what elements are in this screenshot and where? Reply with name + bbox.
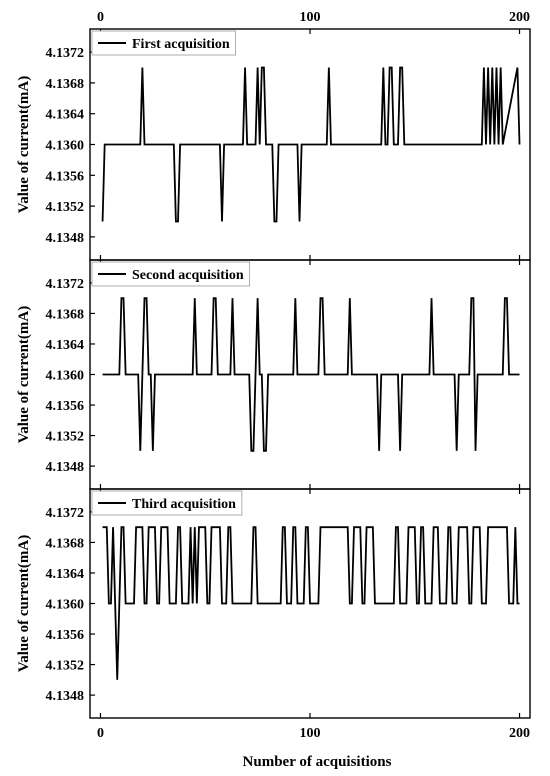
series-line	[102, 297, 520, 452]
legend: Second acquisition	[91, 261, 251, 287]
y-tick-label: 4.1348	[46, 689, 85, 704]
legend-label: Second acquisition	[132, 268, 244, 283]
y-tick-label: 4.1372	[46, 277, 85, 292]
series-line	[102, 526, 520, 680]
panel-2: 4.1348 4.1352 4.1356 4.1360 4.1364 4.1368 4.13…	[16, 259, 531, 490]
y-tick-label: 4.1360	[46, 598, 85, 613]
y-tick-label: 4.1352	[46, 200, 85, 215]
panels-layer: 4.1348 4.1352 4.1356 4.1360 4.1364 4.1368 4.13…	[16, 28, 531, 719]
y-tick-label: 4.1360	[46, 369, 85, 384]
y-tick-label: 4.1368	[46, 307, 85, 322]
top-x-tick-label: 0	[97, 10, 104, 25]
bottom-x-axis-ticks: 0 100 200	[97, 726, 530, 741]
y-tick-label: 4.1372	[46, 506, 85, 521]
series-line	[101, 66, 521, 223]
y-tick-label: 4.1348	[46, 460, 85, 475]
bottom-x-tick-label: 0	[97, 726, 104, 741]
y-tick-label: 4.1364	[46, 108, 85, 123]
y-tick-label: 4.1364	[46, 567, 85, 582]
y-tick-label: 4.1356	[46, 399, 85, 414]
y-tick-label: 4.1356	[46, 628, 85, 643]
top-x-tick-label: 100	[300, 10, 321, 25]
x-axis-title: Number of acquisitions	[243, 754, 392, 770]
y-tick-label: 4.1356	[46, 169, 85, 184]
legend: Third acquisition	[91, 490, 243, 516]
y-tick-label: 4.1352	[46, 430, 85, 445]
y-axis-title: Value of current(mA)	[16, 535, 32, 672]
panel-1: 4.1348 4.1352 4.1356 4.1360 4.1364 4.1368 4.13…	[16, 28, 531, 261]
y-axis-title: Value of current(mA)	[16, 306, 32, 443]
y-tick-label: 4.1368	[46, 536, 85, 551]
y-tick-label: 4.1368	[46, 77, 85, 92]
y-tick-label: 4.1348	[46, 231, 85, 246]
panel-3: 4.1348 4.1352 4.1356 4.1360 4.1364 4.1368 4.13…	[16, 488, 531, 719]
legend-label: First acquisition	[132, 37, 230, 52]
bottom-x-tick-label: 200	[509, 726, 530, 741]
top-x-axis-ticks: 0 100 200	[97, 10, 530, 25]
legend-label: Third acquisition	[132, 497, 236, 512]
y-tick-label: 4.1364	[46, 338, 85, 353]
legend: First acquisition	[91, 30, 237, 56]
y-axis-title: Value of current(mA)	[16, 76, 32, 213]
y-tick-label: 4.1360	[46, 139, 85, 154]
top-x-tick-label: 200	[509, 10, 530, 25]
y-tick-label: 4.1352	[46, 659, 85, 674]
bottom-x-tick-label: 100	[300, 726, 321, 741]
y-tick-label: 4.1372	[46, 46, 85, 61]
